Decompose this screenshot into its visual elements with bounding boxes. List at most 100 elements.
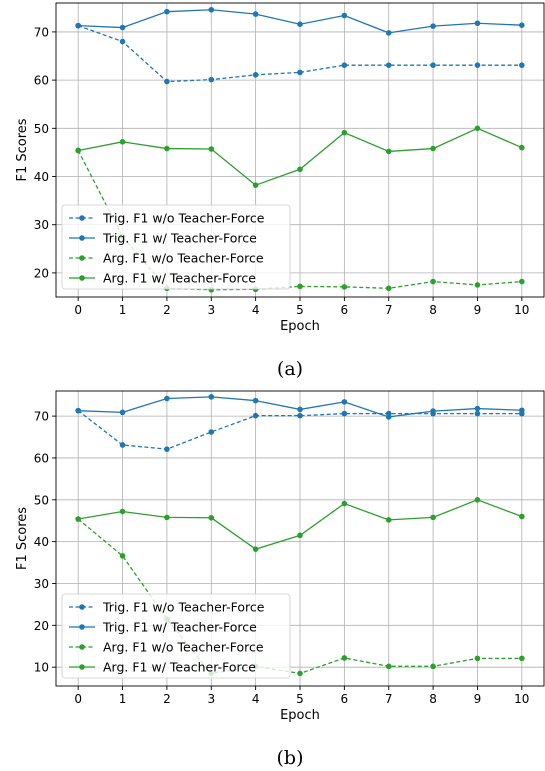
legend-marker-0 xyxy=(79,604,85,610)
data-point xyxy=(164,78,170,85)
x-tick-label: 3 xyxy=(207,303,215,317)
data-point xyxy=(252,72,259,78)
data-point xyxy=(474,125,481,132)
x-tick-label: 9 xyxy=(474,303,482,317)
legend-marker-1 xyxy=(79,235,85,241)
data-point xyxy=(119,409,126,416)
legend-label-2: Arg. F1 w/o Teacher-Force xyxy=(103,251,264,266)
data-point xyxy=(297,406,303,413)
y-tick-label: 50 xyxy=(34,493,49,507)
data-point xyxy=(519,22,525,28)
data-point xyxy=(75,22,81,29)
data-point xyxy=(519,655,525,662)
data-point xyxy=(341,655,348,661)
legend-label-3: Arg. F1 w/ Teacher-Force xyxy=(103,271,256,286)
data-point xyxy=(119,24,126,31)
x-axis-label: Epoch xyxy=(280,319,320,334)
data-point xyxy=(519,513,525,520)
data-point xyxy=(297,532,303,539)
x-tick-label: 0 xyxy=(74,692,82,706)
data-point xyxy=(474,405,481,412)
series-line-0 xyxy=(77,25,522,83)
data-point xyxy=(119,442,126,448)
data-point xyxy=(164,395,170,402)
data-point xyxy=(385,285,392,292)
x-tick-label: 6 xyxy=(341,692,349,706)
data-point xyxy=(341,500,348,507)
data-point xyxy=(252,11,259,17)
data-point xyxy=(474,496,481,503)
x-tick-label: 5 xyxy=(296,303,304,317)
legend-marker-2 xyxy=(79,644,85,650)
data-point xyxy=(341,399,348,405)
y-axis-label: F1 Scores xyxy=(15,507,30,570)
legend-label-3: Arg. F1 w/ Teacher-Force xyxy=(103,660,256,675)
x-tick-label: 4 xyxy=(252,692,260,706)
data-point xyxy=(430,145,436,152)
data-point xyxy=(474,62,481,68)
x-tick-label: 8 xyxy=(429,692,437,706)
data-point xyxy=(208,76,215,83)
x-tick-label: 7 xyxy=(385,303,393,317)
data-point xyxy=(474,410,481,417)
y-tick-label: 20 xyxy=(34,619,49,633)
x-tick-label: 1 xyxy=(119,692,127,706)
data-point xyxy=(385,517,392,523)
data-point xyxy=(164,446,170,452)
data-point xyxy=(341,62,348,68)
subfigure-caption: (a) xyxy=(277,358,303,380)
data-point xyxy=(119,553,126,559)
data-point xyxy=(430,23,436,29)
data-point xyxy=(341,410,348,417)
x-tick-label: 2 xyxy=(163,303,171,317)
data-point xyxy=(119,38,126,45)
data-point xyxy=(252,397,259,404)
data-point xyxy=(208,394,215,400)
data-point xyxy=(519,407,525,414)
data-point xyxy=(430,278,436,285)
legend-label-2: Arg. F1 w/o Teacher-Force xyxy=(103,640,264,655)
y-tick-label: 40 xyxy=(34,170,49,184)
data-point xyxy=(119,139,126,145)
legend-marker-1 xyxy=(79,624,85,630)
data-point xyxy=(297,69,303,76)
data-point xyxy=(519,62,525,68)
series-line-0 xyxy=(77,410,522,450)
x-tick-label: 7 xyxy=(385,692,393,706)
data-point xyxy=(208,6,215,13)
data-point xyxy=(297,412,303,419)
data-point xyxy=(474,20,481,27)
data-point xyxy=(430,62,436,68)
data-point xyxy=(164,145,170,152)
data-point xyxy=(341,12,348,19)
data-point xyxy=(252,546,259,552)
y-tick-label: 10 xyxy=(34,661,49,675)
y-tick-label: 50 xyxy=(34,122,49,136)
chart-b: 0 1 2 3 4 5 6 7 8 9 10 10 20 30 40 50 60 70 Epoch F1 Scores… xyxy=(15,390,545,769)
data-point xyxy=(474,282,481,288)
y-tick-label: 70 xyxy=(34,25,49,39)
data-point xyxy=(208,514,215,521)
x-tick-label: 10 xyxy=(514,303,529,317)
x-tick-label: 8 xyxy=(429,303,437,317)
data-point xyxy=(119,508,126,515)
x-tick-label: 0 xyxy=(74,303,82,317)
x-tick-label: 4 xyxy=(252,303,260,317)
data-point xyxy=(385,414,392,420)
data-point xyxy=(297,21,303,28)
data-point xyxy=(297,283,303,290)
data-point xyxy=(252,182,259,188)
data-point xyxy=(208,146,215,152)
data-point xyxy=(252,412,259,419)
data-point xyxy=(519,144,525,151)
data-point xyxy=(297,670,303,677)
data-point xyxy=(208,429,215,435)
legend: Trig. F1 w/o Teacher-Force Trig. F1 w/ Te… xyxy=(61,593,291,679)
data-point xyxy=(430,408,436,414)
data-point xyxy=(341,129,348,136)
y-tick-label: 70 xyxy=(34,410,49,424)
y-tick-label: 60 xyxy=(34,74,49,88)
data-point xyxy=(385,62,392,68)
x-tick-label: 5 xyxy=(296,692,304,706)
